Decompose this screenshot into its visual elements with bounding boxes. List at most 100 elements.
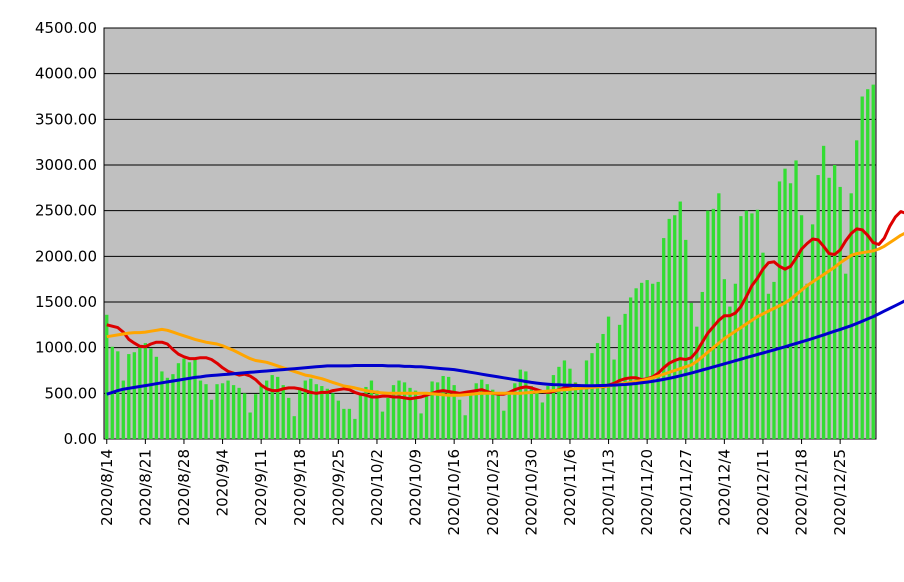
bar xyxy=(772,281,776,439)
bar xyxy=(838,186,842,439)
bar xyxy=(116,351,120,439)
bar xyxy=(788,183,793,439)
bar xyxy=(805,283,809,439)
bar xyxy=(386,397,390,439)
bar xyxy=(270,375,274,439)
bar xyxy=(557,366,561,439)
bar xyxy=(413,390,418,439)
bar xyxy=(595,343,600,439)
bar xyxy=(584,360,589,439)
bar xyxy=(871,84,875,440)
bar xyxy=(380,411,385,439)
x-tick-label: 2020/9/4 xyxy=(214,449,232,516)
bar xyxy=(761,252,765,439)
bar xyxy=(287,397,291,439)
y-tick-label: 0.00 xyxy=(64,430,97,448)
bar xyxy=(728,306,732,439)
bar xyxy=(706,210,710,439)
bar xyxy=(496,395,500,439)
x-tick-label: 2020/10/16 xyxy=(445,449,463,535)
bar xyxy=(424,396,429,439)
series-line xyxy=(106,299,904,396)
bar xyxy=(518,369,522,439)
bar xyxy=(579,386,583,439)
bar xyxy=(662,238,666,439)
bar xyxy=(303,380,307,439)
bar xyxy=(265,380,269,439)
bar xyxy=(513,383,517,439)
bar xyxy=(827,177,831,439)
bar xyxy=(849,193,853,439)
x-tick-label: 2020/10/2 xyxy=(368,449,386,526)
bar xyxy=(364,386,368,439)
bar xyxy=(435,382,440,439)
bar xyxy=(309,378,313,439)
bar xyxy=(667,218,671,439)
x-tick-label: 2020/11/6 xyxy=(561,449,579,526)
bar xyxy=(375,390,379,439)
x-tick-label: 2020/8/21 xyxy=(136,449,154,526)
x-tick-label: 2020/9/25 xyxy=(329,449,347,526)
bar xyxy=(717,193,721,439)
y-tick-label: 4500.00 xyxy=(35,19,97,37)
bar xyxy=(695,326,699,439)
bar xyxy=(331,393,335,439)
bar xyxy=(154,356,159,439)
bar xyxy=(226,380,230,439)
x-tick-label: 2020/10/30 xyxy=(522,449,540,535)
bar xyxy=(176,363,181,439)
x-tick-label: 2020/8/14 xyxy=(98,449,116,526)
bar xyxy=(634,288,638,439)
bar xyxy=(507,393,511,439)
bar xyxy=(612,359,616,439)
bar xyxy=(237,387,241,439)
bar xyxy=(209,399,214,439)
bar xyxy=(193,358,197,439)
bar xyxy=(281,385,285,439)
bar xyxy=(485,384,489,439)
bar xyxy=(832,165,837,439)
plot-area xyxy=(103,27,877,440)
bar xyxy=(755,209,760,439)
x-tick-label: 2020/11/27 xyxy=(677,449,695,535)
bar xyxy=(105,314,109,439)
bar xyxy=(656,281,660,439)
bar xyxy=(502,410,506,439)
y-tick-label: 1500.00 xyxy=(35,293,97,311)
bar xyxy=(215,384,219,439)
bar xyxy=(546,386,550,439)
bar xyxy=(358,393,363,439)
bar xyxy=(182,358,186,439)
bar xyxy=(397,380,401,439)
bar xyxy=(204,384,208,439)
y-tick-label: 4000.00 xyxy=(35,65,97,83)
bar xyxy=(127,354,131,439)
bar xyxy=(651,283,655,439)
bar xyxy=(551,375,556,439)
x-tick-label: 2020/11/13 xyxy=(600,449,618,535)
x-tick-label: 2020/10/9 xyxy=(407,449,425,526)
bar xyxy=(816,175,820,439)
bar xyxy=(231,385,236,439)
bar-series xyxy=(105,84,875,440)
y-tick-label: 1000.00 xyxy=(35,339,97,357)
bar xyxy=(799,215,804,439)
bar xyxy=(121,380,125,439)
bar xyxy=(722,279,727,439)
bar xyxy=(474,383,478,439)
bar xyxy=(446,376,451,439)
bar xyxy=(430,381,434,439)
bar xyxy=(777,181,782,439)
bar xyxy=(469,394,473,439)
bar xyxy=(276,376,280,439)
bar xyxy=(347,408,352,439)
bar xyxy=(171,374,175,439)
bar xyxy=(419,413,423,439)
bar xyxy=(369,380,374,439)
y-tick-label: 500.00 xyxy=(45,384,98,402)
bar xyxy=(491,389,495,439)
bar xyxy=(314,384,318,439)
bar xyxy=(298,388,302,439)
bar xyxy=(187,362,192,439)
